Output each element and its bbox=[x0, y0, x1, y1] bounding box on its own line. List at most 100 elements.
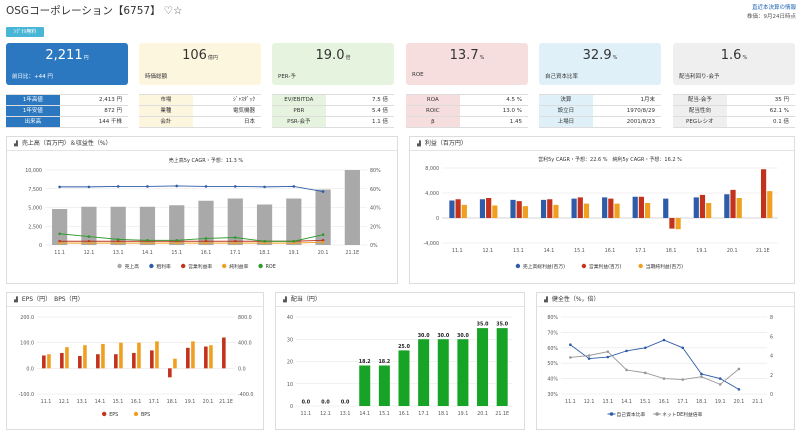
x-tick-label: 18.1 bbox=[167, 399, 178, 405]
stat-value: 2,413 円 bbox=[98, 97, 122, 103]
series-粗利率-point bbox=[175, 184, 179, 188]
series-ROE-point bbox=[116, 238, 120, 241]
kpi-label: ROE bbox=[412, 72, 424, 78]
profit-bar bbox=[706, 203, 712, 218]
legend-label: 粗利率 bbox=[156, 263, 171, 270]
y-tick-label: 0.0 bbox=[26, 366, 34, 372]
x-tick-label: 12.1 bbox=[482, 248, 493, 254]
eps-panel-title: EPS（円） BPS（円） bbox=[21, 296, 84, 303]
x-tick-label: 15.1 bbox=[574, 248, 585, 254]
y-tick-label: 0 bbox=[39, 243, 42, 249]
x-tick-label: 21.1 bbox=[752, 399, 763, 405]
series-ROE-line bbox=[59, 233, 324, 242]
stat-group-5: 配当-会予 35 円配当性向 62.1 % PEGレシオ 0.1 倍 bbox=[673, 94, 795, 128]
x-tick-label: 16.1 bbox=[131, 399, 142, 405]
stat-key: 配当-会予 bbox=[673, 95, 727, 105]
profit-bar bbox=[663, 198, 669, 218]
health-自己資本比率-point bbox=[625, 349, 628, 353]
latest-results-link[interactable]: 直近本決算の情報 bbox=[751, 5, 796, 11]
stat-row: PSR-会予 1.1 倍 bbox=[272, 117, 394, 128]
series-純利益率-point bbox=[175, 241, 179, 245]
stat-value: 2001/8/23 bbox=[626, 119, 655, 125]
legend-label: ネットDE利益倍率 bbox=[662, 411, 703, 418]
series-ROE-point bbox=[204, 237, 208, 240]
dividend-chart: 0 10 20 30 40 11.1 12.1 13.1 14.1 15.1 16.1 17.1 18.… bbox=[287, 315, 512, 417]
y-tick-label: 80% bbox=[547, 315, 558, 321]
series-ROE-point bbox=[292, 239, 296, 243]
stat-key: PBR bbox=[272, 106, 326, 116]
bar-chart-icon: ▟ bbox=[14, 297, 18, 303]
profit-bar bbox=[760, 169, 767, 218]
x-tick-label: 11.1 bbox=[300, 411, 311, 417]
series-ROE-point bbox=[263, 239, 266, 243]
stat-group-0: 1年高値 2,413 円 1年安値 872 円出来高 144 千株 bbox=[6, 94, 128, 128]
y2-tick-label: 0 bbox=[770, 392, 773, 398]
eps-bar bbox=[186, 347, 190, 369]
profit-bar bbox=[675, 218, 681, 230]
x-tick-label: 18.1 bbox=[259, 250, 270, 256]
signal-badge[interactable]: ｼｸﾞﾅﾙ無料 bbox=[6, 27, 44, 37]
y2-tick-label: 4 bbox=[770, 354, 773, 360]
profit-bar bbox=[455, 199, 461, 218]
profit-bar bbox=[540, 199, 547, 218]
kpi-value: 13.7% bbox=[449, 48, 485, 63]
stat-value: 0.1 倍 bbox=[772, 119, 789, 125]
eps-bar bbox=[155, 341, 159, 369]
stat-row: 会計 日本 bbox=[139, 117, 261, 128]
health-ネットDE利益倍率-point bbox=[625, 368, 628, 372]
y-tick-label: 0 bbox=[436, 216, 439, 222]
kpi-value: 106億円 bbox=[182, 48, 218, 63]
profit-bar bbox=[553, 204, 559, 218]
series-純利益率-point bbox=[204, 241, 208, 245]
stat-group-2: EV/EBITDA 7.5 倍 PBR 5.4 倍 PSR-会予 1.1 倍 bbox=[272, 94, 394, 128]
health-ネットDE利益倍率-point bbox=[662, 377, 666, 380]
profit-bar bbox=[632, 196, 638, 218]
health-ネットDE利益倍率-point bbox=[643, 371, 647, 375]
stat-value: 872 円 bbox=[104, 108, 122, 114]
health-自己資本比率-point bbox=[737, 388, 741, 391]
stat-row: 配当性向 62.1 % bbox=[673, 106, 795, 117]
x-tick-label: 11.1 bbox=[54, 250, 65, 256]
profit-bar bbox=[583, 203, 590, 218]
x-tick-label: 13.1 bbox=[602, 399, 613, 405]
stat-key: PEGレシオ bbox=[673, 117, 727, 127]
eps-bar bbox=[78, 356, 82, 369]
eps-bar bbox=[60, 352, 64, 369]
series-純利益率-point bbox=[87, 241, 91, 245]
kpi-value: 32.9% bbox=[582, 48, 618, 63]
kpi-label: 配当利回り-会予 bbox=[679, 74, 720, 80]
series-粗利率-point bbox=[263, 185, 266, 189]
eps-panel: ▟ EPS（円） BPS（円） -100.0 0.0 100.0 200.0 -400.0… bbox=[6, 292, 264, 430]
dividend-bar bbox=[457, 339, 469, 406]
y2-tick-label: 8 bbox=[770, 315, 773, 321]
favorite-icon[interactable]: ♡☆ bbox=[163, 5, 183, 17]
stat-row: 市場 ｼﾞｬｽﾀﾞｯｸ bbox=[139, 95, 261, 106]
legend-swatch bbox=[133, 411, 139, 417]
dividend-label: 0.0 bbox=[321, 400, 330, 406]
profit-bar bbox=[724, 194, 730, 218]
kpi-card-3: 13.7% ROE bbox=[406, 43, 528, 85]
eps-bar bbox=[83, 345, 87, 369]
health-自己資本比率-point bbox=[700, 372, 703, 376]
profit-bar bbox=[608, 198, 614, 218]
y2-tick-label: 6 bbox=[770, 334, 773, 340]
series-ROE-point bbox=[233, 236, 237, 239]
dividend-label: 35.0 bbox=[477, 322, 489, 328]
eps-bar bbox=[96, 354, 100, 369]
y2-tick-label: 60% bbox=[370, 187, 381, 193]
profit-bar bbox=[479, 199, 486, 218]
stat-key: 決算 bbox=[539, 95, 593, 105]
y-tick-label: 2,500 bbox=[28, 224, 42, 230]
x-tick-label: 19.1 bbox=[185, 399, 196, 405]
x-tick-label: 14.1 bbox=[544, 248, 555, 254]
profit-bar bbox=[547, 199, 553, 218]
dividend-bar bbox=[477, 328, 489, 406]
y2-tick-label: 2 bbox=[770, 373, 773, 379]
x-tick-label: 21.1E bbox=[346, 250, 360, 256]
health-chart: 30% 40% 50% 60% 70% 80% 0 2 4 6 8 11.1 12.1 13.1 14.1 1… bbox=[547, 315, 773, 418]
stat-row: 1年安値 872 円 bbox=[6, 106, 128, 117]
stat-key: 1年安値 bbox=[6, 106, 60, 116]
health-ネットDE利益倍率-point bbox=[606, 350, 610, 353]
x-tick-label: 12.1 bbox=[320, 411, 331, 417]
dividend-bar bbox=[378, 365, 390, 406]
